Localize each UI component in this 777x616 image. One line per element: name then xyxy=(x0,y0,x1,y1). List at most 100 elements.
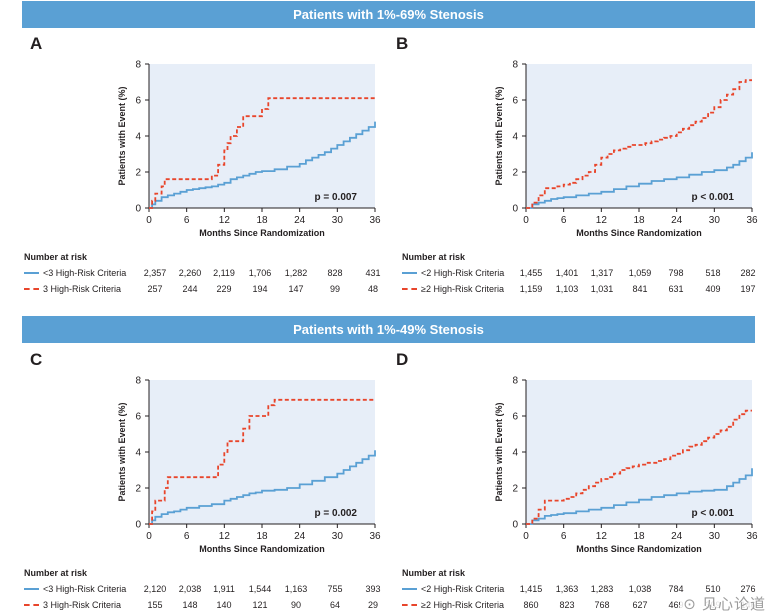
risk-table-row: <3 High-Risk Criteria 2,357 2,260 2,119 1,70… xyxy=(24,266,384,280)
x-tick-label: 24 xyxy=(294,531,306,542)
x-tick-label: 30 xyxy=(332,531,344,542)
x-axis-label: Months Since Randomization xyxy=(199,228,325,238)
series-solid-line xyxy=(526,152,753,209)
risk-row-label: <3 High-Risk Criteria xyxy=(43,584,127,594)
risk-count: 768 xyxy=(594,600,610,610)
risk-count: 1,283 xyxy=(590,584,614,594)
risk-count: 197 xyxy=(740,284,756,294)
risk-count: 155 xyxy=(147,600,163,610)
series-dashed-line xyxy=(526,79,752,209)
risk-count: 29 xyxy=(367,600,378,610)
x-tick-label: 30 xyxy=(709,531,721,542)
panel-letter-b: B xyxy=(396,34,409,53)
risk-count: 1,038 xyxy=(628,584,652,594)
risk-count: 1,103 xyxy=(555,284,579,294)
x-tick-label: 36 xyxy=(369,215,381,226)
risk-count: 148 xyxy=(182,600,198,610)
risk-count: 431 xyxy=(365,268,381,278)
p-value-label: p < 0.001 xyxy=(691,192,734,203)
x-tick-label: 18 xyxy=(256,215,268,226)
legend-line-swatch xyxy=(402,272,417,274)
panel-letter-c: C xyxy=(30,350,43,369)
risk-count: 48 xyxy=(367,284,378,294)
risk-count: 276 xyxy=(740,584,756,594)
y-tick-label: 4 xyxy=(512,448,518,459)
risk-count: 140 xyxy=(216,600,232,610)
y-tick-label: 4 xyxy=(512,132,518,143)
risk-count: 257 xyxy=(147,284,163,294)
risk-count: 1,401 xyxy=(555,268,579,278)
x-tick-label: 18 xyxy=(256,531,268,542)
risk-count: 841 xyxy=(632,284,648,294)
y-tick-label: 8 xyxy=(135,60,141,71)
risk-count: 1,159 xyxy=(519,284,543,294)
series-solid-line xyxy=(149,121,376,209)
risk-count: 282 xyxy=(740,268,756,278)
y-tick-label: 6 xyxy=(512,96,518,107)
x-tick-label: 12 xyxy=(219,531,231,542)
x-tick-label: 24 xyxy=(294,215,306,226)
risk-count: 90 xyxy=(290,600,301,610)
risk-table-row: <2 High-Risk Criteria 1,415 1,363 1,283 1,03… xyxy=(402,582,762,596)
banner-top: Patients with 1%-69% Stenosis xyxy=(22,1,755,28)
risk-count: 1,455 xyxy=(519,268,543,278)
risk-count: 1,363 xyxy=(555,584,579,594)
risk-count: 2,120 xyxy=(143,584,167,594)
plot-background xyxy=(149,64,375,208)
risk-count: 121 xyxy=(252,600,268,610)
series-dashed-line xyxy=(526,409,752,525)
risk-count: 1,706 xyxy=(248,268,272,278)
x-tick-label: 0 xyxy=(523,531,529,542)
y-tick-label: 4 xyxy=(135,132,141,143)
series-solid-line xyxy=(149,450,376,525)
risk-table-title: Number at risk xyxy=(402,568,466,578)
y-tick-label: 8 xyxy=(135,376,141,387)
y-tick-label: 6 xyxy=(512,412,518,423)
x-tick-label: 36 xyxy=(369,531,381,542)
series-solid-line xyxy=(526,468,753,525)
y-tick-label: 8 xyxy=(512,60,518,71)
legend-line-swatch xyxy=(24,604,39,606)
risk-count: 244 xyxy=(182,284,198,294)
risk-count: 784 xyxy=(668,584,684,594)
risk-count: 64 xyxy=(329,600,340,610)
watermark: ⊙ 见心论道 xyxy=(680,593,769,614)
risk-count: 860 xyxy=(523,600,539,610)
risk-count: 1,059 xyxy=(628,268,652,278)
risk-count: 1,911 xyxy=(213,584,235,594)
risk-count: 823 xyxy=(559,600,575,610)
risk-count: 194 xyxy=(252,284,268,294)
x-tick-label: 6 xyxy=(561,531,567,542)
y-tick-label: 0 xyxy=(135,520,141,531)
risk-count: 393 xyxy=(365,584,381,594)
risk-row-label: <3 High-Risk Criteria xyxy=(43,268,127,278)
risk-table-row: 3 High-Risk Criteria 155 148 140 121 90 64 29 xyxy=(24,598,384,612)
risk-count: 99 xyxy=(329,284,340,294)
y-axis-label: Patients with Event (%) xyxy=(117,86,127,185)
risk-count: 510 xyxy=(705,584,721,594)
risk-table-row: <3 High-Risk Criteria 2,120 2,038 1,911 1,54… xyxy=(24,582,384,596)
y-axis-label: Patients with Event (%) xyxy=(494,402,504,501)
panel-letter-d: D xyxy=(396,350,409,369)
x-tick-label: 6 xyxy=(561,215,567,226)
y-axis-label: Patients with Event (%) xyxy=(117,402,127,501)
x-tick-label: 6 xyxy=(184,531,190,542)
panel-letter-a: A xyxy=(30,34,43,53)
risk-table-title: Number at risk xyxy=(24,568,88,578)
risk-table-title: Number at risk xyxy=(402,252,466,262)
x-tick-label: 36 xyxy=(746,215,758,226)
risk-row-label: 3 High-Risk Criteria xyxy=(43,284,122,294)
x-tick-label: 30 xyxy=(709,215,721,226)
risk-count: 2,260 xyxy=(178,268,202,278)
risk-table-row: <2 High-Risk Criteria 1,455 1,401 1,317 1,05… xyxy=(402,266,762,280)
series-dashed-line xyxy=(149,398,375,525)
risk-count: 2,357 xyxy=(143,268,167,278)
legend-line-swatch xyxy=(24,288,39,290)
risk-count: 469 xyxy=(668,600,684,610)
x-tick-label: 36 xyxy=(746,531,758,542)
x-tick-label: 24 xyxy=(671,531,683,542)
risk-count: 828 xyxy=(327,268,343,278)
risk-row-label: <2 High-Risk Criteria xyxy=(421,268,505,278)
